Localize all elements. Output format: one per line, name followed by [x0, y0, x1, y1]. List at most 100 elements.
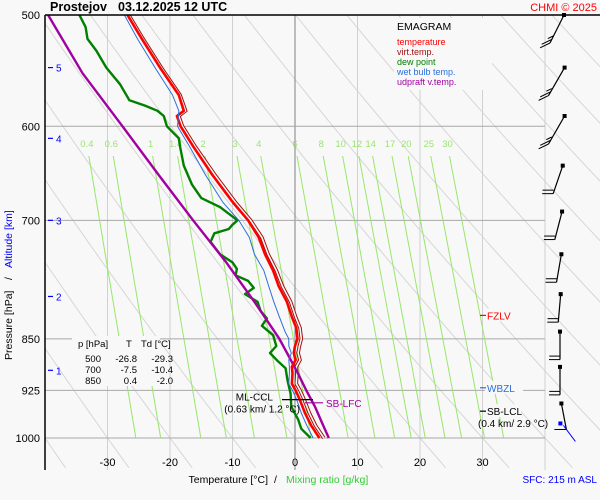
table-cell-p: 700 [85, 365, 101, 376]
mixing-ratio-line [177, 155, 227, 439]
barb-staff [549, 14, 565, 44]
mixing-ratio-label: 30 [442, 139, 453, 150]
annotation-detail: (0.4 km/ 2.9 °C) [478, 419, 548, 430]
barb-feather [540, 140, 551, 146]
mixing-ratio-line [342, 155, 396, 439]
barb-staff [557, 294, 562, 323]
datetime-title: 03.12.2025 12 UTC [118, 0, 227, 14]
barb-station-dot [562, 65, 567, 70]
barb-staff [548, 67, 566, 96]
barb-staff [554, 211, 563, 240]
barb-station-dot [560, 209, 565, 214]
annotation-label: ML-CCL [236, 393, 274, 404]
table-cell-t: -26.8 [115, 354, 137, 365]
mixing-ratio-line [430, 155, 486, 439]
barb-staff [555, 254, 562, 283]
data-table: p [hPa] T Td [°C] 500 -26.8 -29.3 700 -7.5 -1… [72, 336, 173, 387]
table-header-t: T [126, 339, 132, 350]
barb-station-dot [560, 163, 565, 168]
mixing-ratio-label: 6 [292, 139, 297, 150]
annotation-bg [485, 404, 521, 418]
annotation-detail: (0.63 km/ 1.2 °C) [224, 405, 300, 416]
x-tick-label: 20 [414, 457, 426, 469]
dry-adiabat-line [45, 178, 256, 469]
dry-adiabat-line [45, 261, 193, 469]
x-tick-label: -30 [100, 457, 116, 469]
mixing-ratio-label: 17 [385, 139, 396, 150]
annotation-label: WBZL [487, 384, 515, 395]
barb-half-feather [546, 136, 552, 141]
table-cell-p: 850 [85, 376, 101, 387]
x-tick-label: -20 [162, 457, 178, 469]
mixing-ratio-label: 12 [352, 139, 363, 150]
legend-entry-dew-point: dew point [397, 57, 436, 67]
barb-staff [552, 165, 564, 194]
wind-barb [542, 163, 565, 195]
mixing-ratio-line [260, 155, 312, 439]
wind-barbs-layer [538, 13, 576, 442]
mixing-ratio-line [322, 155, 376, 439]
station-title: Prostejov [50, 0, 107, 14]
y-tick-label: 600 [22, 121, 40, 133]
mixing-ratio-label: 25 [423, 139, 434, 150]
y-tick-label: 925 [22, 385, 40, 397]
y-tick-label: 500 [22, 10, 40, 22]
altitude-tick-label: 4 [56, 134, 62, 145]
y-axis-label-altitude: Altitude [km] [3, 210, 15, 268]
mixing-ratio-line [296, 155, 349, 439]
wind-barb [549, 329, 562, 361]
table-header-td: Td [°C] [141, 339, 171, 350]
mixing-ratio-line [358, 155, 412, 439]
mixing-ratio-line [152, 155, 202, 439]
legend: EMAGRAM temperature virt.temp. dew point… [394, 18, 492, 90]
altitude-tick-label: 2 [56, 292, 62, 303]
wind-barb [538, 114, 567, 150]
barb-station-dot [558, 364, 562, 369]
dry-adiabat-line [294, 15, 600, 366]
series-wet-bulb-temp-line [123, 15, 314, 439]
mixing-ratio-line [112, 155, 162, 439]
table-cell-t: 0.4 [124, 376, 137, 387]
dry-adiabat-line [45, 347, 130, 469]
barb-feather [538, 95, 549, 101]
mixing-ratio-line [372, 155, 426, 439]
mixing-ratio-line [407, 155, 463, 439]
legend-title: EMAGRAM [397, 21, 451, 33]
mixing-ratio-label: 10 [335, 139, 346, 150]
annotation-label: SB-LCL [487, 407, 522, 418]
x-axis-label: Temperature [°C] [189, 474, 269, 486]
barb-staff [548, 115, 566, 145]
mixing-ratio-layer: 0.4 0.6 1 1.4 2 3 4 6 8 10 12 14 17 20 25 30 [80, 139, 505, 439]
dry-adiabat-line [45, 99, 320, 469]
table-cell-p: 500 [85, 354, 101, 365]
x-tick-label: 0 [292, 457, 298, 469]
mixing-ratio-label: 3 [232, 139, 237, 150]
dry-adiabat-line [89, 15, 447, 469]
altitude-tick-label: 3 [56, 216, 62, 227]
mixing-ratio-label: 14 [365, 139, 376, 150]
legend-box [394, 18, 492, 90]
annotation-label: SB-LFC [326, 399, 362, 410]
dry-adiabat-line [448, 15, 600, 182]
wind-barb [538, 65, 567, 101]
annotation-bg [485, 380, 523, 394]
barb-feather [539, 42, 551, 49]
table-cell-td: -2.0 [157, 376, 173, 387]
table-box [72, 336, 160, 386]
table-cell-td: -10.4 [151, 365, 173, 376]
barb-station-dot [559, 252, 564, 257]
table-cell-td: -29.3 [151, 354, 173, 365]
surface-elevation: SFC: 215 m ASL [523, 475, 598, 486]
x-tick-label: 10 [351, 457, 363, 469]
mixing-ratio-line [236, 155, 288, 439]
y-tick-label: 1000 [16, 433, 40, 445]
dry-adiabat-line [45, 22, 383, 469]
wind-barb [554, 401, 576, 442]
copyright: CHMI © 2025 [530, 2, 597, 14]
barb-feather [538, 143, 549, 150]
dry-adiabat-line [243, 15, 600, 431]
barb-feather [540, 91, 551, 98]
mixing-ratio-label: 0.6 [105, 139, 118, 150]
y-axis-label: Pressure [hPa] [3, 290, 15, 360]
